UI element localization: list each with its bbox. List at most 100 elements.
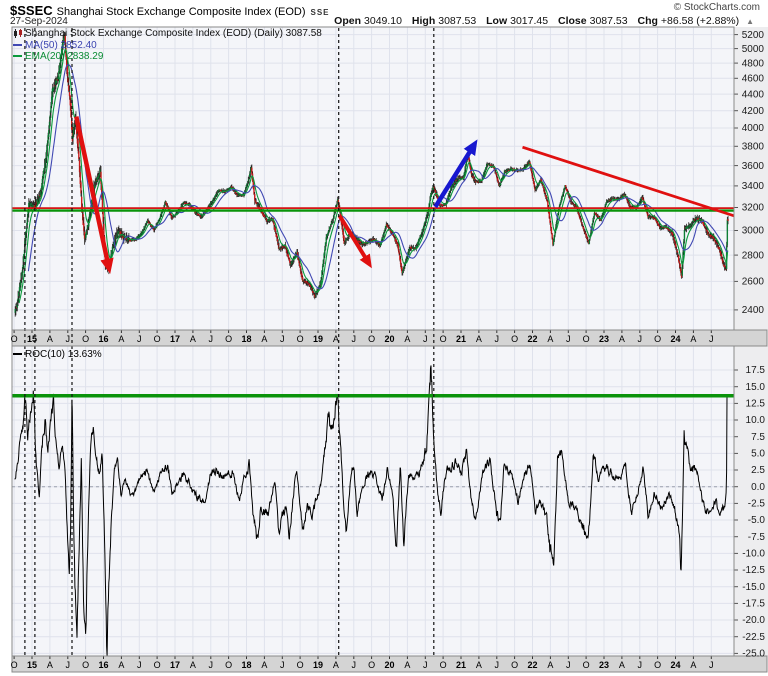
candle-body <box>454 181 457 183</box>
xaxis-tick-label: J <box>566 660 571 670</box>
candle-body <box>540 179 542 181</box>
roc-panel-border <box>11 345 735 657</box>
candle-body <box>715 242 718 244</box>
candle-body <box>689 224 691 227</box>
candle-body <box>653 217 656 219</box>
candle-body <box>221 190 223 192</box>
candle-body <box>655 218 657 221</box>
candle-body <box>484 167 487 172</box>
candle-body <box>457 178 459 179</box>
candle-body <box>570 202 573 204</box>
candle-body <box>58 71 60 79</box>
candle-body <box>710 234 712 238</box>
xaxis-tick-label: 15 <box>27 334 37 344</box>
candle-body <box>374 239 376 240</box>
candle-body <box>691 223 693 225</box>
candle-body <box>422 229 424 232</box>
candle-body <box>111 250 113 258</box>
candle-body <box>384 226 387 229</box>
open-label: Open <box>334 15 362 27</box>
candle-body <box>600 218 602 221</box>
candle-body <box>336 203 338 206</box>
candle-body <box>219 189 222 191</box>
candle-body <box>308 283 310 285</box>
xaxis-tick-label: A <box>404 334 410 344</box>
candle-body <box>579 216 581 220</box>
candle-body <box>96 180 98 182</box>
candle-body <box>444 204 447 206</box>
roc-legend-label: ROC(10) 13.63% <box>25 349 102 360</box>
candle-body <box>315 294 317 296</box>
xaxis-tick-label: 22 <box>527 660 537 670</box>
candle-body <box>171 217 174 219</box>
candle-body <box>408 249 410 254</box>
candle-body <box>479 180 482 182</box>
roc-ytick-label: -15.0 <box>742 582 765 593</box>
candle-body <box>344 242 346 244</box>
candle-body <box>85 233 87 238</box>
candle-body <box>32 205 34 207</box>
candle-body <box>279 247 281 249</box>
candle-body <box>535 188 537 190</box>
candle-body <box>459 177 461 179</box>
price-ytick-label: 2800 <box>742 250 765 261</box>
candle-body <box>444 204 446 206</box>
candle-body <box>27 210 29 218</box>
candle-body <box>720 254 723 257</box>
candle-body <box>252 180 254 189</box>
candle-body <box>710 235 713 237</box>
candle-body <box>597 216 600 219</box>
xaxis-tick-label: A <box>118 660 124 670</box>
candle-body <box>463 172 465 178</box>
candle-body <box>695 217 697 219</box>
ema20-legend-label: EMA(20) 2838.29 <box>25 51 104 62</box>
candle-body <box>548 211 550 219</box>
candle-body <box>634 206 636 208</box>
xaxis-tick-label: O <box>82 334 89 344</box>
candle-body <box>147 220 149 222</box>
candle-body <box>195 212 197 214</box>
candle-body <box>498 184 500 186</box>
candle-body <box>33 204 35 208</box>
candle-body <box>323 253 325 260</box>
candle-body <box>70 117 73 130</box>
candle-body <box>175 212 177 215</box>
candle-body <box>428 203 430 208</box>
candle-body <box>440 204 443 206</box>
candle-body <box>99 169 101 176</box>
candle-body <box>115 237 117 239</box>
candle-body <box>300 271 302 275</box>
candle-body <box>41 178 44 188</box>
candle-body <box>326 234 328 239</box>
candlestick-chart-icon <box>13 29 23 38</box>
candle-body <box>592 216 595 221</box>
candle-body <box>394 238 397 242</box>
candle-body <box>166 205 169 208</box>
candle-body <box>639 200 641 203</box>
candle-body <box>322 259 325 267</box>
candle-body <box>262 213 264 216</box>
candle-body <box>541 182 543 184</box>
candle-body <box>264 217 267 219</box>
candle-body <box>17 298 19 302</box>
candle-body <box>83 223 85 232</box>
candle-body <box>209 203 212 205</box>
candle-body <box>143 226 146 229</box>
candle-body <box>170 213 172 216</box>
candle-body <box>496 176 498 180</box>
candle-body <box>276 235 278 239</box>
candle-body <box>303 280 305 282</box>
candle-body <box>421 232 423 234</box>
xaxis-tick-label: J <box>66 334 71 344</box>
candle-body <box>156 224 158 226</box>
candle-body <box>602 212 604 215</box>
candle-body <box>696 218 699 220</box>
candle-body <box>361 243 363 245</box>
candle-body <box>464 170 466 174</box>
xaxis-tick-label: J <box>280 334 285 344</box>
candle-body <box>173 215 175 217</box>
candle-body <box>73 124 76 127</box>
candle-body <box>131 240 133 242</box>
xaxis-tick-label: 21 <box>456 334 466 344</box>
annotation-arrow <box>74 116 114 274</box>
